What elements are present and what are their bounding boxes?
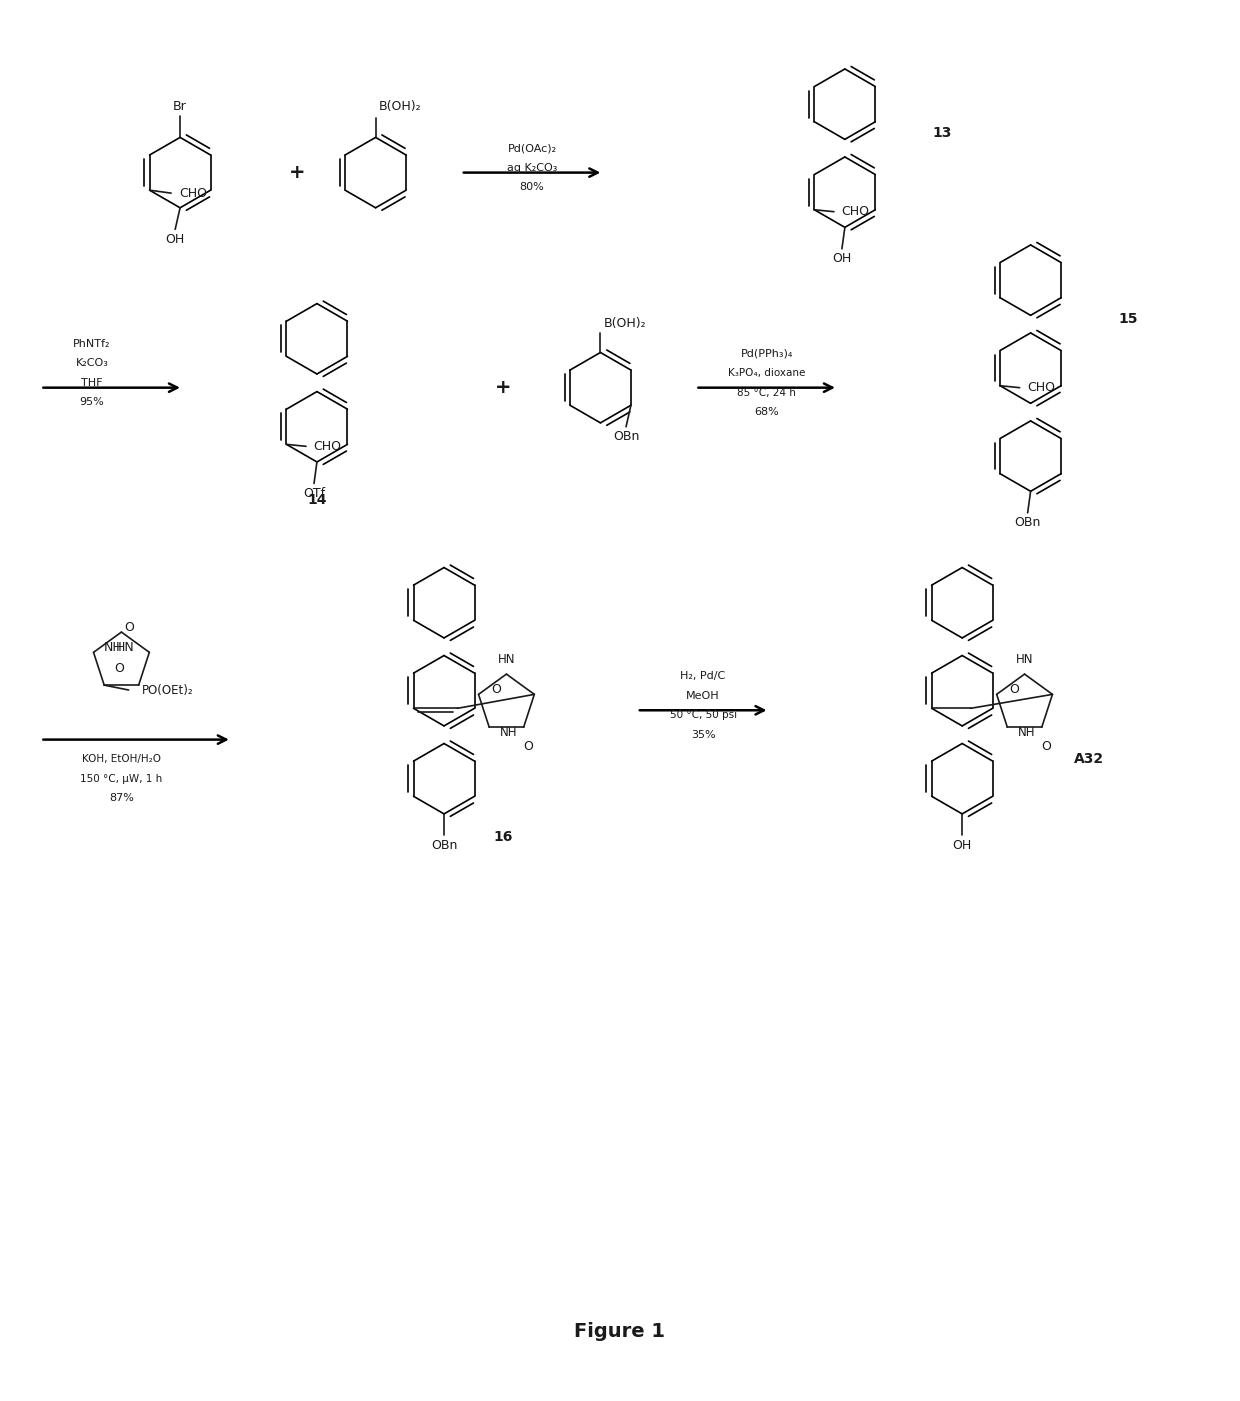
Text: NH: NH bbox=[1018, 726, 1035, 738]
Text: K₃PO₄, dioxane: K₃PO₄, dioxane bbox=[728, 368, 805, 378]
Text: HN: HN bbox=[497, 653, 515, 665]
Text: PhNTf₂: PhNTf₂ bbox=[73, 339, 110, 349]
Text: 50 °C, 50 psi: 50 °C, 50 psi bbox=[670, 710, 737, 720]
Text: 87%: 87% bbox=[109, 793, 134, 803]
Text: OBn: OBn bbox=[1014, 516, 1040, 530]
Text: NH: NH bbox=[500, 726, 517, 738]
Text: CHO: CHO bbox=[1027, 381, 1055, 394]
Text: Figure 1: Figure 1 bbox=[574, 1321, 666, 1341]
Text: O: O bbox=[1009, 682, 1019, 696]
Text: 13: 13 bbox=[932, 126, 952, 140]
Text: HN: HN bbox=[115, 640, 134, 654]
Text: 16: 16 bbox=[494, 831, 512, 845]
Text: O: O bbox=[1042, 740, 1052, 754]
Text: +: + bbox=[495, 378, 511, 396]
Text: +: + bbox=[289, 163, 305, 182]
Text: B(OH)₂: B(OH)₂ bbox=[378, 99, 422, 112]
Text: 80%: 80% bbox=[520, 182, 544, 192]
Text: Pd(OAc)₂: Pd(OAc)₂ bbox=[507, 143, 557, 153]
Text: H₂, Pd/C: H₂, Pd/C bbox=[681, 671, 725, 681]
Text: Pd(PPh₃)₄: Pd(PPh₃)₄ bbox=[740, 349, 792, 359]
Text: A32: A32 bbox=[1074, 752, 1105, 766]
Text: 85 °C, 24 h: 85 °C, 24 h bbox=[738, 388, 796, 398]
Text: O: O bbox=[114, 663, 124, 675]
Text: 150 °C, μW, 1 h: 150 °C, μW, 1 h bbox=[81, 773, 162, 783]
Text: THF: THF bbox=[82, 378, 103, 388]
Text: OBn: OBn bbox=[613, 430, 640, 443]
Text: O: O bbox=[491, 682, 501, 696]
Text: OBn: OBn bbox=[430, 839, 458, 852]
Text: CHO: CHO bbox=[314, 440, 341, 453]
Text: KOH, EtOH/H₂O: KOH, EtOH/H₂O bbox=[82, 754, 161, 764]
Text: MeOH: MeOH bbox=[686, 691, 720, 700]
Text: Br: Br bbox=[174, 99, 187, 112]
Text: K₂CO₃: K₂CO₃ bbox=[76, 359, 109, 368]
Text: O: O bbox=[523, 740, 533, 754]
Text: OH: OH bbox=[832, 252, 852, 265]
Text: OH: OH bbox=[166, 233, 185, 245]
Text: O: O bbox=[124, 621, 134, 635]
Text: 68%: 68% bbox=[754, 408, 779, 417]
Text: OH: OH bbox=[952, 839, 972, 852]
Text: HN: HN bbox=[1016, 653, 1033, 665]
Text: 95%: 95% bbox=[79, 398, 104, 408]
Text: OTf: OTf bbox=[303, 486, 325, 500]
Text: PO(OEt)₂: PO(OEt)₂ bbox=[141, 684, 193, 696]
Text: CHO: CHO bbox=[842, 205, 869, 219]
Text: aq K₂CO₃: aq K₂CO₃ bbox=[507, 163, 557, 172]
Text: NH: NH bbox=[104, 640, 123, 654]
Text: B(OH)₂: B(OH)₂ bbox=[604, 317, 646, 329]
Text: 14: 14 bbox=[308, 493, 326, 507]
Text: 35%: 35% bbox=[691, 730, 715, 740]
Text: 15: 15 bbox=[1118, 312, 1138, 326]
Text: CHO: CHO bbox=[180, 186, 207, 199]
